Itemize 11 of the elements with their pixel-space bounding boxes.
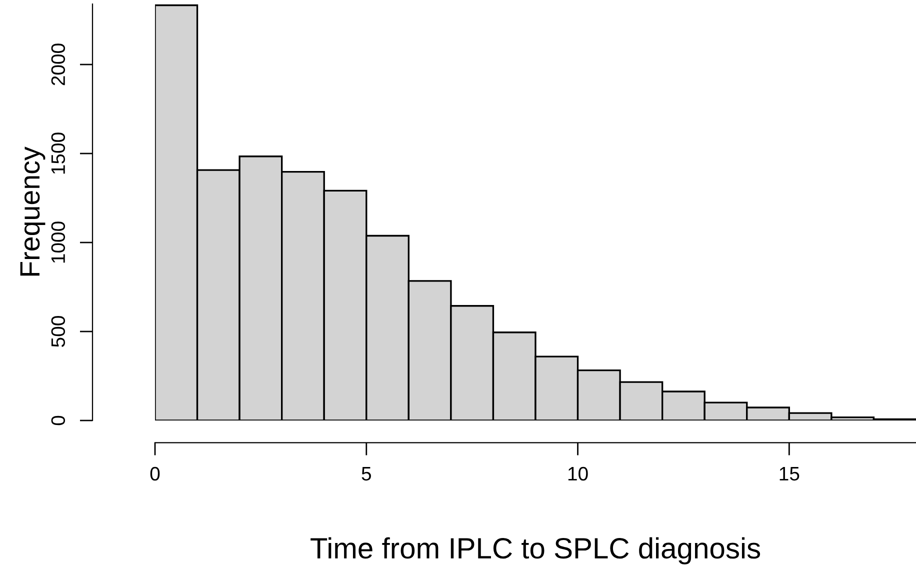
y-tick-label: 1000 bbox=[51, 222, 66, 263]
y-tick-label: 0 bbox=[51, 416, 66, 426]
x-axis-title: Time from IPLC to SPLC diagnosis bbox=[310, 537, 760, 564]
y-axis-title: Frequency bbox=[20, 146, 46, 276]
y-tick-label: 1500 bbox=[51, 132, 66, 174]
x-tick-label: 0 bbox=[150, 466, 160, 481]
y-tick-label: 500 bbox=[51, 316, 66, 347]
y-tick-label: 2000 bbox=[51, 44, 66, 86]
x-tick-label: 15 bbox=[780, 467, 800, 481]
x-tick-label: 5 bbox=[362, 467, 371, 481]
x-tick-label: 10 bbox=[568, 466, 588, 481]
